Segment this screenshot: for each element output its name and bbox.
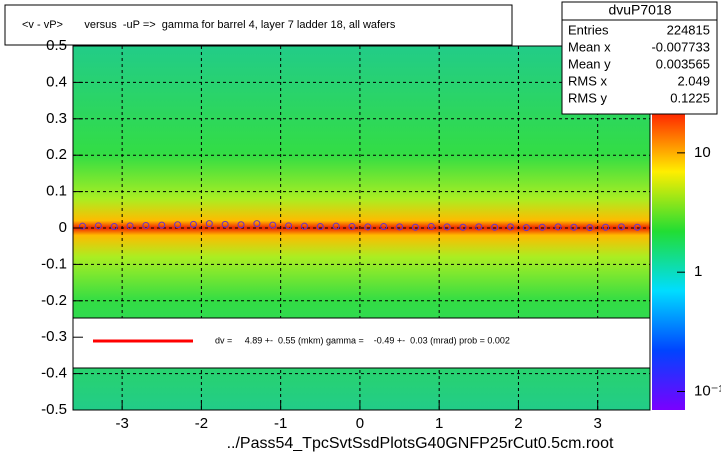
profile-point bbox=[332, 222, 340, 230]
x-tick-label: 3 bbox=[594, 415, 602, 432]
x-tick-label: 0 bbox=[356, 415, 364, 432]
color-bar bbox=[652, 112, 685, 410]
colorbar-tick-label: 10⁻¹ bbox=[694, 382, 721, 399]
fit-text: dv = 4.89 +- 0.55 (mkm) gamma = -0.49 +-… bbox=[215, 335, 510, 345]
profile-point bbox=[285, 222, 293, 230]
colorbar-tick-label: 1 bbox=[694, 263, 702, 280]
colorbar-tick-label: 10 bbox=[694, 144, 711, 161]
title-box bbox=[4, 4, 513, 46]
profile-point bbox=[570, 223, 578, 231]
profile-point bbox=[316, 223, 324, 231]
y-tick-label: 0.5 bbox=[46, 37, 67, 54]
stats-label: Mean y bbox=[568, 56, 611, 71]
profile-point bbox=[586, 224, 594, 232]
x-tick-label: -3 bbox=[115, 415, 128, 432]
stats-value: -0.007733 bbox=[651, 39, 710, 54]
y-tick-label: 0.2 bbox=[46, 146, 67, 163]
profile-point bbox=[189, 220, 197, 228]
profile-point bbox=[237, 221, 245, 229]
profile-point bbox=[507, 223, 515, 231]
profile-point bbox=[443, 223, 451, 231]
x-tick-label: -2 bbox=[195, 415, 208, 432]
profile-point bbox=[364, 223, 372, 231]
stats-title: dvuP7018 bbox=[608, 2, 671, 18]
profile-point bbox=[602, 223, 610, 231]
profile-point bbox=[633, 223, 641, 231]
y-tick-label: 0.3 bbox=[46, 110, 67, 127]
y-tick-label: -0.3 bbox=[41, 328, 67, 345]
y-tick-label: 0.1 bbox=[46, 183, 67, 200]
profile-point bbox=[174, 221, 182, 229]
x-tick-label: 2 bbox=[514, 415, 522, 432]
profile-point bbox=[300, 222, 308, 230]
profile-point bbox=[79, 222, 87, 230]
profile-point bbox=[411, 223, 419, 231]
y-tick-label: 0.4 bbox=[46, 73, 67, 90]
y-tick-label: 0 bbox=[59, 219, 67, 236]
profile-point bbox=[459, 223, 467, 231]
profile-point bbox=[253, 220, 261, 228]
x-axis-title: ../Pass54_TpcSvtSsdPlotsG40GNFP25rCut0.5… bbox=[227, 435, 614, 452]
profile-point bbox=[269, 221, 277, 229]
profile-point bbox=[491, 223, 499, 231]
profile-point bbox=[205, 220, 213, 228]
profile-point bbox=[522, 224, 530, 232]
stats-label: Entries bbox=[568, 22, 609, 37]
stats-box bbox=[561, 1, 718, 115]
profile-point bbox=[348, 223, 356, 231]
profile-point bbox=[158, 221, 166, 229]
profile-point bbox=[554, 223, 562, 231]
profile-point bbox=[126, 222, 134, 230]
stats-value: 0.003565 bbox=[656, 56, 710, 71]
x-tick-label: -1 bbox=[274, 415, 287, 432]
stats-value: 2.049 bbox=[677, 73, 710, 88]
y-tick-label: -0.4 bbox=[41, 365, 67, 382]
chart-title: <v - vP> versus -uP => gamma for barrel … bbox=[22, 19, 396, 31]
profile-point bbox=[396, 223, 404, 231]
profile-point bbox=[380, 223, 388, 231]
profile-point bbox=[538, 223, 546, 231]
stats-label: Mean x bbox=[568, 39, 611, 54]
stats-label: RMS x bbox=[568, 73, 608, 88]
y-tick-label: -0.1 bbox=[41, 255, 67, 272]
profile-point bbox=[617, 223, 625, 231]
profile-point bbox=[427, 223, 435, 231]
stats-label: RMS y bbox=[568, 90, 608, 105]
stats-value: 224815 bbox=[667, 22, 710, 37]
profile-point bbox=[475, 223, 483, 231]
x-tick-label: 1 bbox=[435, 415, 443, 432]
profile-point bbox=[221, 220, 229, 228]
y-tick-label: -0.2 bbox=[41, 292, 67, 309]
y-tick-label: -0.5 bbox=[41, 401, 67, 418]
stats-value: 0.1225 bbox=[670, 90, 710, 105]
profile-point bbox=[142, 221, 150, 229]
profile-point bbox=[94, 222, 102, 230]
profile-point bbox=[110, 223, 118, 231]
